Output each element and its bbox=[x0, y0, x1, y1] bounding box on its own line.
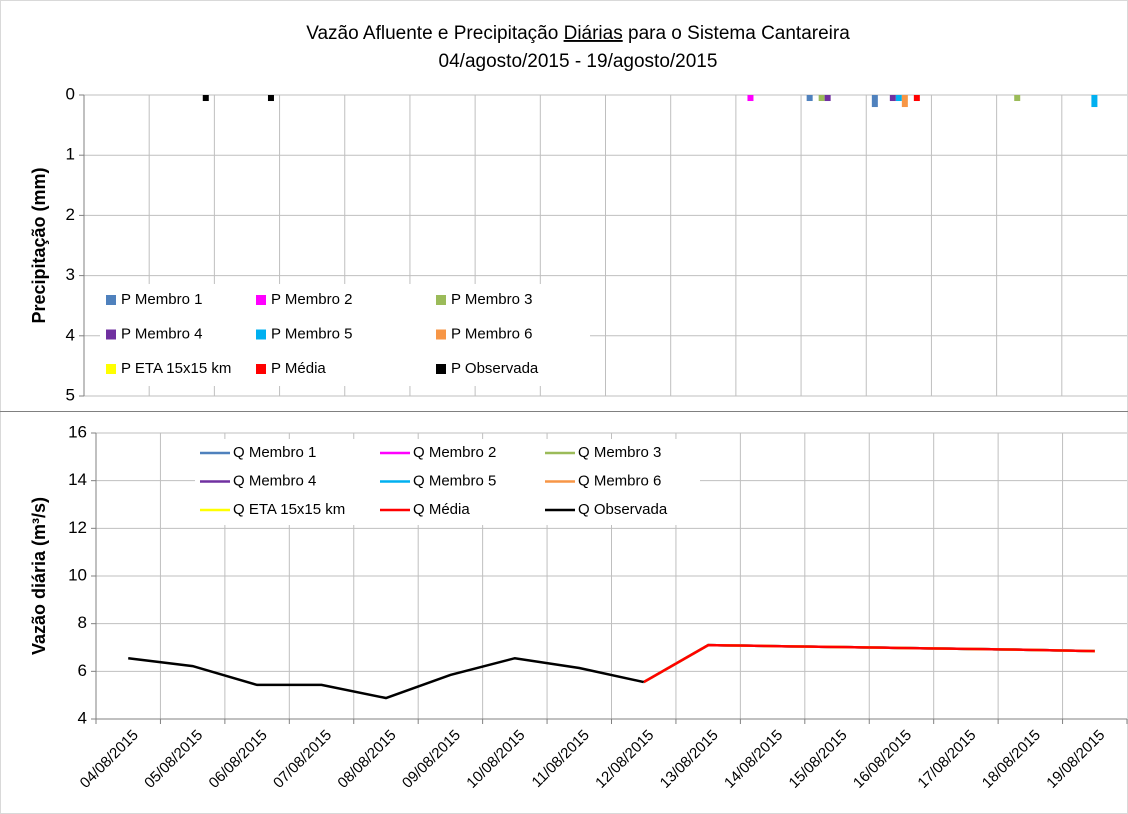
legend-label: Q Membro 1 bbox=[233, 444, 316, 461]
y-tick-label: 4 bbox=[66, 325, 75, 344]
legend-label: P Membro 6 bbox=[451, 325, 532, 342]
legend-swatch bbox=[106, 329, 116, 340]
bar bbox=[267, 95, 274, 102]
line bbox=[643, 643, 1095, 684]
legend-swatch bbox=[436, 364, 446, 374]
legend-label: P Membro 4 bbox=[121, 325, 202, 342]
legend-swatch bbox=[436, 329, 446, 340]
y-tick-label: 12 bbox=[68, 518, 87, 537]
legend-swatch bbox=[106, 295, 116, 305]
y-tick-label: 8 bbox=[78, 613, 87, 632]
y-tick-label: 10 bbox=[68, 565, 87, 584]
legend-label: Q Membro 2 bbox=[413, 444, 496, 461]
y-tick-label: 2 bbox=[66, 205, 75, 224]
legend-box bbox=[100, 284, 590, 386]
legend-swatch bbox=[256, 295, 266, 305]
legend-label: P ETA 15x15 km bbox=[121, 360, 231, 377]
bar bbox=[806, 95, 813, 102]
chart-title: Vazão Afluente e Precipitação Diárias pa… bbox=[306, 23, 850, 44]
legend-label: Q Média bbox=[413, 501, 470, 518]
legend-swatch bbox=[256, 364, 266, 374]
legend-label: P Membro 2 bbox=[271, 291, 352, 308]
y-tick-label: 14 bbox=[68, 470, 87, 489]
legend-swatch bbox=[436, 295, 446, 305]
legend-label: Q Observada bbox=[578, 501, 668, 518]
line bbox=[128, 656, 644, 700]
title-part: para o Sistema Cantareira bbox=[623, 23, 850, 44]
chart-subtitle: 04/agosto/2015 - 19/agosto/2015 bbox=[439, 51, 718, 72]
legend-label: P Membro 3 bbox=[451, 291, 532, 308]
legend-label: P Membro 5 bbox=[271, 325, 352, 342]
legend-swatch bbox=[256, 329, 266, 340]
legend-label: P Observada bbox=[451, 360, 539, 377]
y-tick-label: 1 bbox=[66, 145, 75, 164]
bar bbox=[818, 95, 825, 102]
y-tick-label: 4 bbox=[78, 708, 87, 727]
bar bbox=[747, 95, 754, 102]
legend-label: Q ETA 15x15 km bbox=[233, 501, 345, 518]
title-part: Diárias bbox=[564, 23, 623, 44]
bar bbox=[1014, 95, 1021, 102]
bar bbox=[901, 95, 908, 108]
y-tick-label: 0 bbox=[66, 84, 75, 103]
legend-swatch bbox=[106, 364, 116, 374]
legend-label: P Membro 1 bbox=[121, 291, 202, 308]
y-tick-label: 16 bbox=[68, 422, 87, 441]
bar bbox=[889, 95, 896, 102]
bar bbox=[871, 95, 878, 108]
legend-label: Q Membro 3 bbox=[578, 444, 661, 461]
y-tick-label: 5 bbox=[66, 385, 75, 404]
bar bbox=[824, 95, 831, 102]
y-axis-label: Precipitação (mm) bbox=[29, 167, 49, 323]
y-axis-label: Vazão diária (m³/s) bbox=[29, 497, 49, 655]
legend-label: Q Membro 6 bbox=[578, 472, 661, 489]
legend-label: Q Membro 4 bbox=[233, 472, 316, 489]
legend-label: Q Membro 5 bbox=[413, 472, 496, 489]
bar bbox=[913, 95, 920, 102]
y-tick-label: 3 bbox=[66, 265, 75, 284]
bar bbox=[1091, 95, 1098, 108]
legend-label: P Média bbox=[271, 360, 326, 377]
y-tick-label: 6 bbox=[78, 661, 87, 680]
bar bbox=[202, 95, 209, 102]
title-part: Vazão Afluente e Precipitação bbox=[306, 23, 563, 44]
bar bbox=[895, 95, 902, 102]
legend-box bbox=[195, 439, 700, 525]
